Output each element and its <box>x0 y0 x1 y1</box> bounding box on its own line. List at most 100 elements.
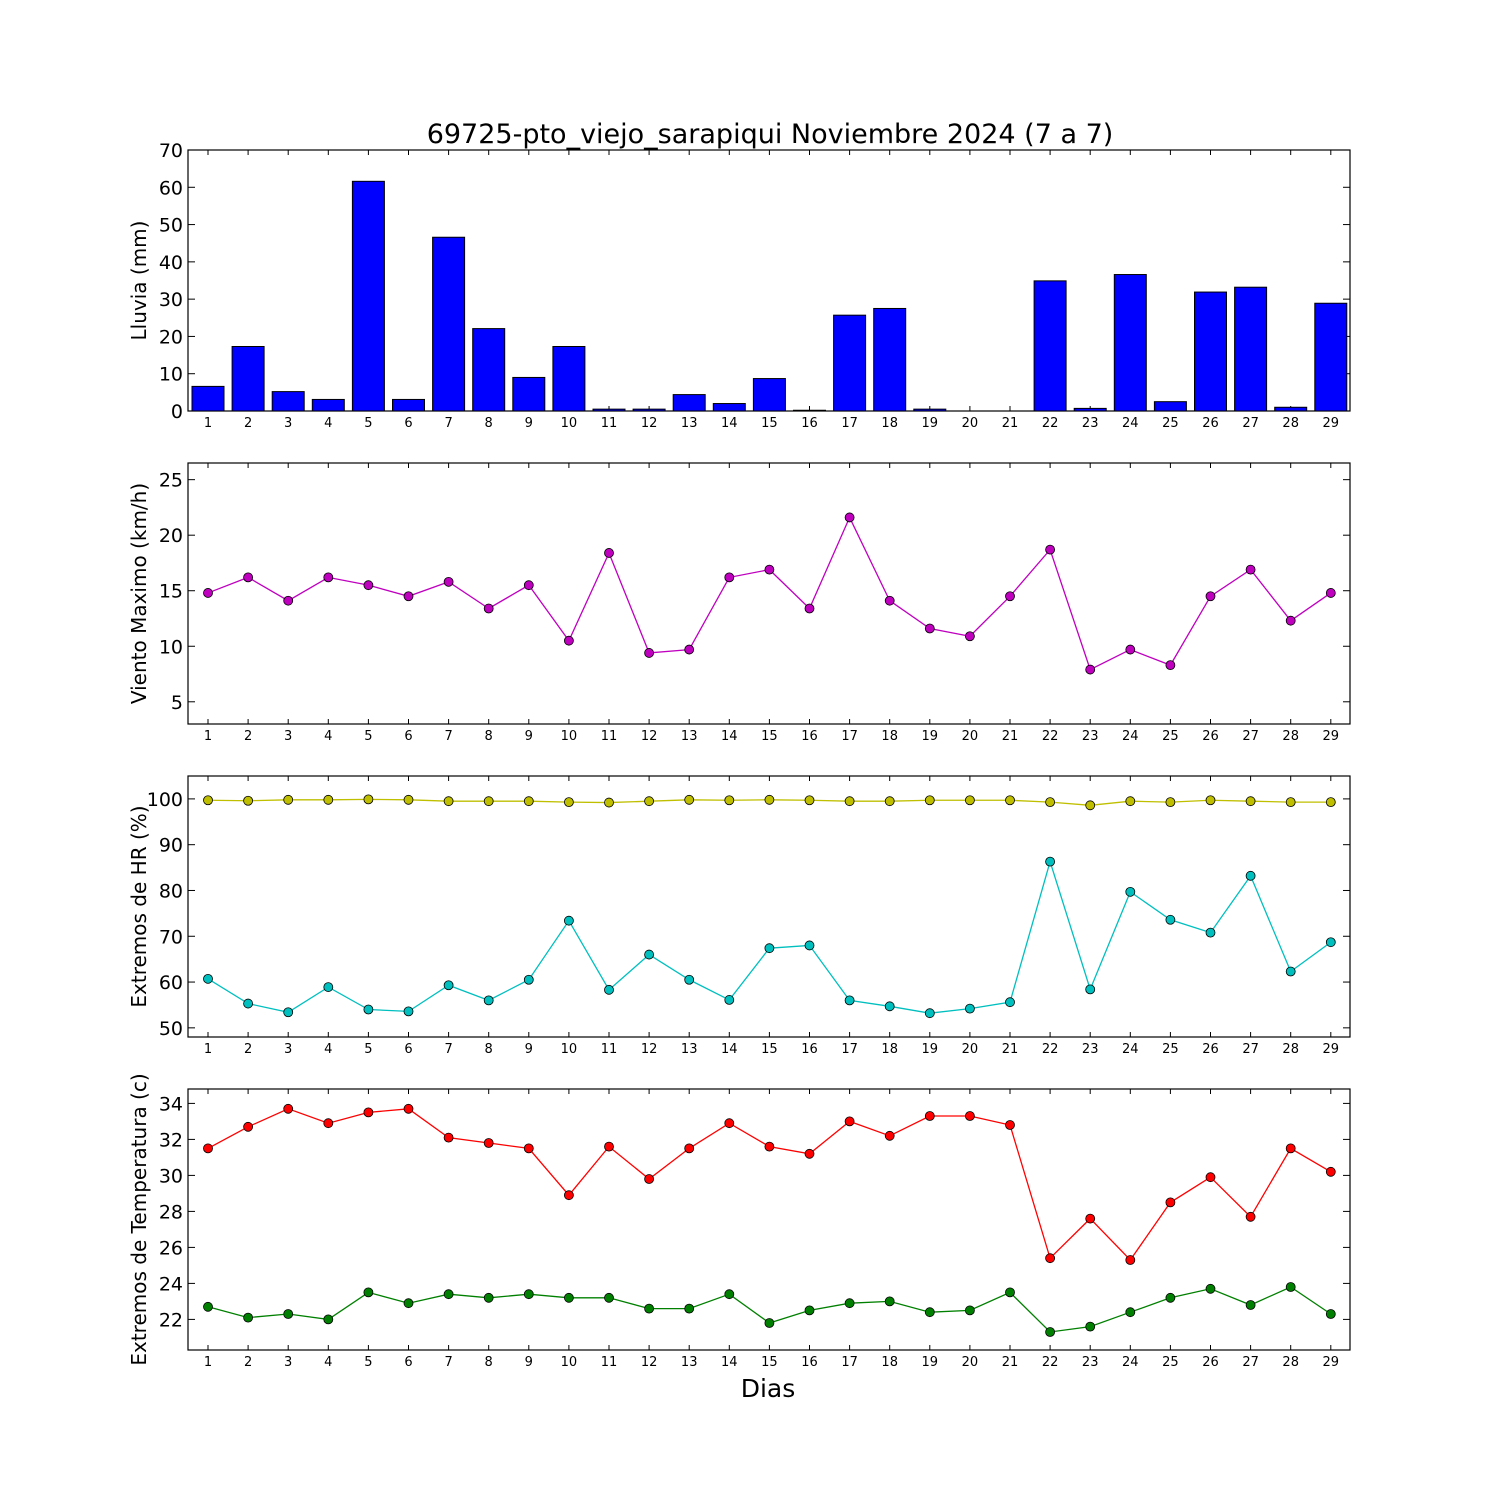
point-hr_min-day-21 <box>1005 997 1015 1008</box>
x-tick-label: 4 <box>324 1355 332 1370</box>
point-temp_max-day-10 <box>564 1190 574 1201</box>
point-hr_min-day-12 <box>644 949 654 960</box>
x-tick-label: 25 <box>1162 1042 1179 1057</box>
point-hr_max-day-14 <box>724 795 735 806</box>
point-temp_max-day-12 <box>644 1174 654 1184</box>
x-tick-label: 9 <box>525 1355 533 1370</box>
plot-frame <box>187 462 1351 725</box>
point-hr_min-day-3 <box>283 1007 294 1018</box>
point-hr_min-day-20 <box>965 1003 975 1014</box>
x-tick-label: 14 <box>721 1042 738 1057</box>
x-tick-label: 17 <box>841 1042 858 1057</box>
x-tick-label: 8 <box>485 1355 493 1370</box>
y-axis-label: Extremos de Temperatura (c) <box>127 1073 151 1365</box>
point-temp_max-day-21 <box>1005 1120 1015 1130</box>
point-temp_min-day-23 <box>1085 1321 1096 1332</box>
x-tick-label: 19 <box>922 1042 939 1057</box>
x-tick-label: 13 <box>681 1042 698 1057</box>
point-temp_min-day-29 <box>1325 1309 1336 1319</box>
x-tick-label: 16 <box>801 729 818 744</box>
bar-day-27 <box>1234 286 1268 412</box>
x-tick-label: 15 <box>761 1355 778 1370</box>
y-tick-label: 20 <box>159 525 183 547</box>
x-tick-label: 21 <box>1002 1042 1019 1057</box>
bar-day-8 <box>472 328 506 412</box>
x-tick-label: 1 <box>204 729 212 744</box>
point-viento-day-19 <box>924 623 935 634</box>
bar-day-6 <box>392 398 425 412</box>
point-temp_min-day-5 <box>363 1287 374 1298</box>
x-tick-label: 11 <box>601 1355 618 1370</box>
point-hr_max-day-22 <box>1045 797 1055 807</box>
y-tick-label: 40 <box>159 252 183 274</box>
x-tick-label: 18 <box>881 729 898 744</box>
point-temp_min-day-9 <box>523 1289 534 1300</box>
point-hr_max-day-1 <box>203 795 213 806</box>
point-hr_min-day-7 <box>443 980 454 991</box>
point-hr_max-day-21 <box>1005 795 1015 806</box>
x-tick-label: 29 <box>1323 729 1340 744</box>
point-hr_max-day-28 <box>1285 797 1296 807</box>
point-temp_max-day-22 <box>1045 1253 1055 1264</box>
point-temp_min-day-18 <box>884 1296 895 1307</box>
point-hr_max-day-18 <box>884 796 895 807</box>
x-tick-label: 19 <box>922 416 939 431</box>
point-temp_max-day-11 <box>604 1141 614 1152</box>
bar-day-11 <box>592 408 626 412</box>
point-temp_min-day-26 <box>1205 1283 1216 1294</box>
x-tick-label: 23 <box>1082 1355 1099 1370</box>
x-tick-label: 12 <box>641 1042 658 1057</box>
point-viento-day-14 <box>724 572 735 583</box>
bar-day-10 <box>552 345 586 412</box>
x-tick-label: 10 <box>561 1355 578 1370</box>
point-hr_min-day-14 <box>724 995 735 1005</box>
x-tick-label: 24 <box>1122 1042 1139 1057</box>
x-tick-label: 24 <box>1122 1355 1139 1370</box>
point-temp_min-day-1 <box>203 1301 213 1312</box>
x-tick-label: 12 <box>641 416 658 431</box>
point-hr_min-day-11 <box>604 984 614 995</box>
x-axis-label: Dias <box>741 1374 796 1403</box>
x-tick-label: 28 <box>1282 1042 1299 1057</box>
x-tick-label: 17 <box>841 1355 858 1370</box>
point-hr_max-day-27 <box>1245 796 1256 807</box>
point-hr_max-day-3 <box>283 794 294 805</box>
point-temp_max-day-5 <box>363 1107 374 1118</box>
x-tick-label: 3 <box>284 1355 292 1370</box>
y-tick-label: 70 <box>159 926 183 948</box>
point-hr_max-day-23 <box>1085 800 1096 811</box>
x-tick-label: 12 <box>641 729 658 744</box>
x-tick-label: 26 <box>1202 729 1219 744</box>
point-viento-day-1 <box>203 588 213 598</box>
point-temp_max-day-2 <box>243 1121 254 1132</box>
x-tick-label: 1 <box>204 416 212 431</box>
point-temp_min-day-27 <box>1245 1300 1256 1310</box>
y-axis-label: Lluvia (mm) <box>127 221 151 341</box>
x-tick-label: 28 <box>1282 1355 1299 1370</box>
point-viento-day-13 <box>684 644 695 655</box>
chart-title: 69725-pto_viejo_sarapiqui Noviembre 2024… <box>427 119 1114 150</box>
bar-day-25 <box>1153 401 1187 412</box>
point-viento-day-7 <box>443 576 454 587</box>
point-hr_max-day-10 <box>564 797 574 807</box>
x-tick-label: 6 <box>404 1355 412 1370</box>
plot-frame <box>187 775 1351 1038</box>
x-tick-label: 22 <box>1042 416 1059 431</box>
x-tick-label: 17 <box>841 729 858 744</box>
x-tick-label: 11 <box>601 729 618 744</box>
x-tick-label: 18 <box>881 416 898 431</box>
y-tick-label: 0 <box>171 401 183 423</box>
point-viento-day-6 <box>403 591 414 602</box>
x-tick-label: 23 <box>1082 729 1099 744</box>
point-viento-day-17 <box>844 512 855 523</box>
x-tick-label: 20 <box>962 729 979 744</box>
point-hr_max-day-25 <box>1165 797 1176 807</box>
point-temp_max-day-15 <box>764 1141 775 1152</box>
point-temp_min-day-25 <box>1165 1292 1176 1303</box>
y-tick-label: 15 <box>159 581 183 603</box>
y-tick-label: 30 <box>159 289 183 311</box>
point-viento-day-4 <box>323 572 334 583</box>
bar-day-1 <box>191 385 225 412</box>
y-tick-label: 10 <box>159 364 183 386</box>
point-temp_min-day-21 <box>1005 1287 1015 1298</box>
